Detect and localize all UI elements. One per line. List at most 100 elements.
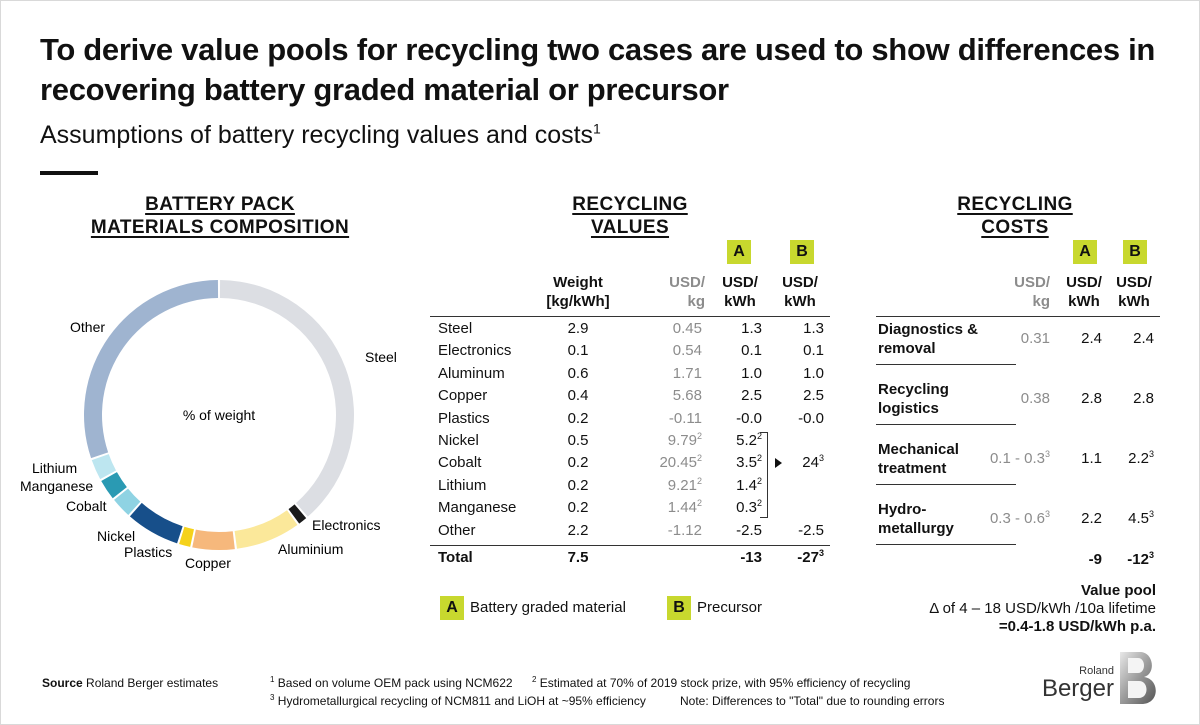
costs-row-label-treatment: Mechanical treatment <box>878 441 959 477</box>
values-row-b-steel: 1.3 <box>803 320 824 337</box>
costs-heading-line2: COSTS <box>981 217 1049 238</box>
values-row-label-plastics: Plastics <box>438 409 490 427</box>
values-row-weight-aluminum: 0.6 <box>567 364 589 382</box>
values-row-label-electronics: Electronics <box>438 342 512 360</box>
costs-row-label-removal: Diagnostics & removal <box>878 321 979 357</box>
costs-col-a-header: USD/kWh <box>1066 274 1102 310</box>
values-row-label-manganese: Manganese <box>438 499 517 517</box>
donut-label-cobalt: Cobalt <box>66 498 107 514</box>
logo-line2: Berger <box>1041 675 1114 702</box>
costs-row-rule <box>876 424 1016 425</box>
values-row-usdkg-aluminum: 1.71 <box>672 364 702 382</box>
donut-slices <box>84 280 354 550</box>
footer-note-3: 3 Hydrometallurgical recycling of NCM811… <box>270 692 646 710</box>
value-pool-line2: =0.4-1.8 USD/kWh p.a. <box>998 618 1156 635</box>
footer-note-3-text: Hydrometallurgical recycling of NCM811 a… <box>277 694 646 708</box>
col-a-header: USD/kWh <box>722 274 758 310</box>
values-row-usdkg-lithium: 9.212 <box>667 475 702 494</box>
composition-donut-chart: Steel Electronics Aluminium Copper PlasticsN… <box>20 280 397 571</box>
values-row-usdkg-copper: 5.68 <box>672 387 702 405</box>
costs-row-b-removal: 2.4 <box>1133 330 1154 347</box>
values-row-weight-lithium: 0.2 <box>567 476 589 494</box>
donut-slice-other <box>84 280 219 459</box>
values-heading-line2: VALUES <box>590 217 670 238</box>
values-row-a-manganese: 0.32 <box>736 498 762 517</box>
donut-slice-nickel <box>129 502 183 544</box>
footer-note-1-text: Based on volume OEM pack using NCM622 <box>277 676 513 690</box>
donut-center-label: % of weight <box>183 407 255 423</box>
title-rule <box>40 171 98 175</box>
values-row-weight-nickel: 0.5 <box>567 432 589 449</box>
roland-berger-logo-text: Roland Berger <box>1040 665 1114 701</box>
footer-note-4: Note: Differences to "Total" due to roun… <box>680 694 945 708</box>
subtitle-footnote: 1 <box>593 120 601 137</box>
value-pool: Value pool Δ of 4 – 18 USD/kWh /10a life… <box>836 582 1156 636</box>
values-row-weight-steel: 2.9 <box>567 320 589 337</box>
composition-heading-line1: BATTERY PACK <box>145 194 295 215</box>
values-header-rule <box>430 316 830 317</box>
values-heading-line1: RECYCLING <box>572 194 688 215</box>
costs-row-b-logistics: 2.8 <box>1133 390 1154 407</box>
values-row-usdkg-nickel: 9.792 <box>667 431 702 450</box>
donut-slice-manganese <box>101 472 127 499</box>
values-row-b-electronics: 0.1 <box>803 342 824 360</box>
values-row-a-aluminum: 1.0 <box>741 364 762 382</box>
values-badge-a: A <box>727 240 751 264</box>
values-row-weight-copper: 0.4 <box>567 387 589 405</box>
values-heading: RECYCLING VALUES <box>540 193 720 239</box>
legend-badge-a: A <box>440 596 464 620</box>
roland-berger-logo-icon <box>1120 652 1156 704</box>
col-weight-header: Weight [kg/kWh] <box>546 274 610 310</box>
values-row-a-steel: 1.3 <box>741 320 762 337</box>
values-total-b-sup: 3 <box>818 548 824 558</box>
values-row-label-cobalt: Cobalt <box>438 454 482 472</box>
subtitle-text: Assumptions of battery recycling values … <box>40 121 594 149</box>
values-row-weight-electronics: 0.1 <box>567 342 589 360</box>
col-usd-kg-header: USD/kg <box>669 274 705 310</box>
legend-label-a: Battery graded material <box>470 599 626 616</box>
donut-label-electronics: Electronics <box>312 517 380 533</box>
donut-label-steel: Steel <box>365 349 397 365</box>
costs-row-a-removal: 2.4 <box>1081 330 1102 347</box>
page-title: To derive value pools for recycling two … <box>40 32 1156 107</box>
footer-note-1: 1 Based on volume OEM pack using NCM622 <box>270 674 513 692</box>
values-row-a-copper: 2.5 <box>741 387 762 405</box>
values-row-b-cobalt: 243 <box>802 453 824 472</box>
values-row-label-copper: Copper <box>438 387 488 405</box>
donut-slice-electronics <box>288 504 307 524</box>
values-row-b-aluminum: 1.0 <box>803 364 824 382</box>
values-row-usdkg-cobalt: 20.452 <box>659 453 702 472</box>
donut-label-other: Other <box>70 319 105 335</box>
donut-label-aluminium: Aluminium <box>278 541 343 557</box>
donut-label-copper: Copper <box>185 555 231 571</box>
value-pool-title: Value pool <box>1080 582 1156 599</box>
logo-line1: Roland <box>1079 665 1114 677</box>
footer-note-2: 2 Estimated at 70% of 2019 stock prize, … <box>532 674 910 692</box>
values-row-weight-cobalt: 0.2 <box>567 454 589 472</box>
donut-label-plastics: Plastics <box>124 544 172 560</box>
costs-row-label-metallurgy: Hydro-metallurgy <box>878 501 954 537</box>
values-row-weight-plastics: 0.2 <box>567 409 589 427</box>
values-row-label-other: Other <box>438 521 476 539</box>
legend-label-b: Precursor <box>697 599 763 616</box>
values-row-a-other: -2.5 <box>736 521 762 539</box>
value-pool-line1: Δ of 4 – 18 USD/kWh /10a lifetime <box>929 600 1156 617</box>
composition-heading-line2: MATERIALS COMPOSITION <box>90 217 350 238</box>
values-row-a-cobalt: 3.52 <box>736 453 762 472</box>
values-row-usdkg-plastics: -0.11 <box>668 409 702 427</box>
costs-total-b: -123 <box>1094 549 1154 571</box>
costs-col-b-header: USD/kWh <box>1116 274 1152 310</box>
values-total-b: -273 <box>764 547 824 569</box>
values-row-a-electronics: 0.1 <box>741 342 762 360</box>
costs-total-b-sup: 3 <box>1148 550 1154 560</box>
page-subtitle: Assumptions of battery recycling values … <box>40 118 601 152</box>
composition-heading: BATTERY PACK MATERIALS COMPOSITION <box>60 193 380 239</box>
costs-row-usdkg-removal: 0.31 <box>1020 330 1050 347</box>
donut-slice-cobalt <box>114 488 141 515</box>
costs-row-a-treatment: 1.1 <box>1081 450 1102 467</box>
values-row-weight-manganese: 0.2 <box>567 499 589 517</box>
costs-heading: RECYCLING COSTS <box>930 193 1100 239</box>
donut-slice-lithium <box>91 454 117 480</box>
costs-row-usdkg-logistics: 0.38 <box>1020 390 1050 407</box>
donut-labels: Steel Electronics Aluminium Copper PlasticsN… <box>20 319 397 571</box>
